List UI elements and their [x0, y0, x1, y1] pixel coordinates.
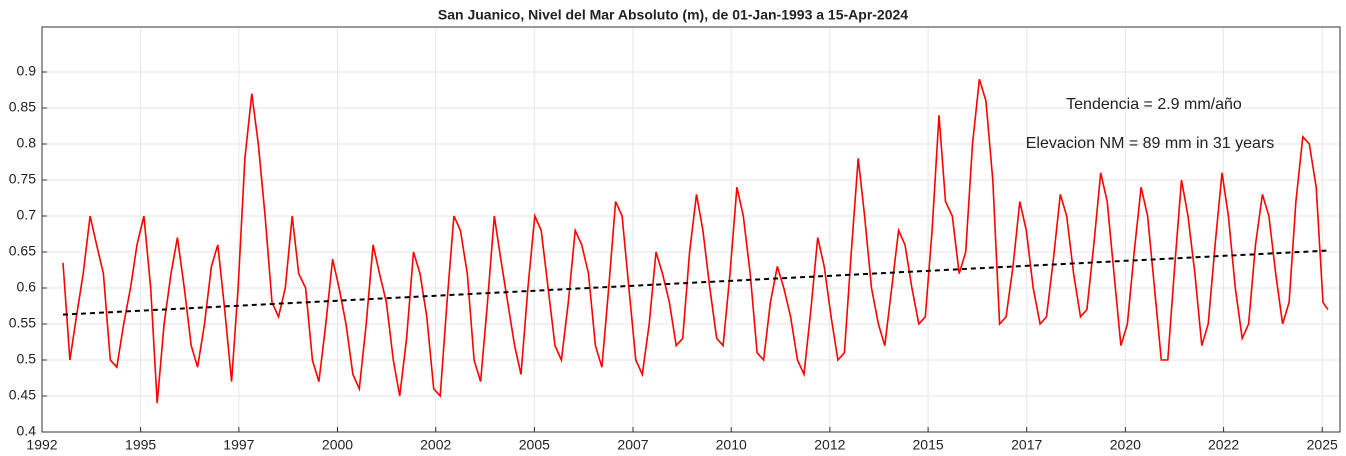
- y-tick-label: 0.9: [17, 63, 37, 79]
- trend-line: [62, 249, 1328, 316]
- annotation: Elevacion NM = 89 mm in 31 years: [1026, 135, 1275, 152]
- x-tick-label: 2010: [716, 437, 747, 453]
- x-tick-label: 1997: [223, 437, 254, 453]
- y-tick-label: 0.6: [17, 279, 37, 295]
- y-tick-label: 0.5: [17, 351, 37, 367]
- y-tick-label: 0.85: [9, 99, 36, 115]
- y-tick-label: 0.7: [17, 207, 37, 223]
- x-tick-label: 2007: [617, 437, 648, 453]
- y-tick-label: 0.8: [17, 135, 37, 151]
- y-tick-label: 0.75: [9, 171, 36, 187]
- x-tick-label: 2002: [420, 437, 451, 453]
- data-line: [62, 78, 1329, 404]
- x-tick-label: 2022: [1208, 437, 1239, 453]
- x-tick-label: 2015: [913, 437, 944, 453]
- plot-frame: [41, 26, 1341, 433]
- annotation: Tendencia = 2.9 mm/año: [1066, 96, 1242, 113]
- y-tick-label: 0.55: [9, 315, 36, 331]
- x-tick-label: 2017: [1011, 437, 1042, 453]
- y-tick-label: 0.45: [9, 387, 36, 403]
- x-tick-label: 2025: [1307, 437, 1338, 453]
- chart-title: San Juanico, Nivel del Mar Absoluto (m),…: [438, 7, 908, 23]
- y-tick-label: 0.4: [17, 423, 37, 439]
- x-tick-label: 1995: [125, 437, 156, 453]
- x-tick-label: 2020: [1110, 437, 1141, 453]
- y-tick-label: 0.65: [9, 243, 36, 259]
- x-tick-label: 2012: [814, 437, 845, 453]
- x-tick-label: 2005: [519, 437, 550, 453]
- x-tick-label: 1992: [26, 437, 57, 453]
- x-tick-label: 2000: [322, 437, 353, 453]
